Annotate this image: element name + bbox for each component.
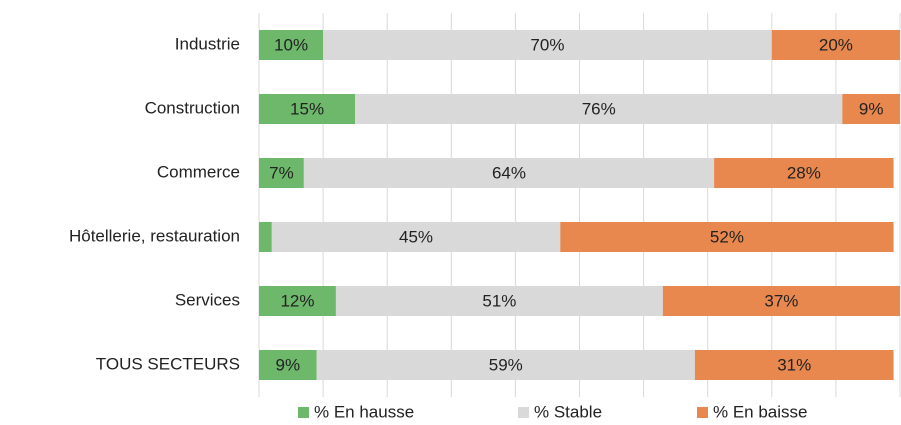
bar-segment [259, 286, 336, 316]
bar-segment [303, 158, 715, 188]
data-label: 9% [276, 355, 301, 374]
data-label: 10% [274, 35, 308, 54]
y-tick-label: Industrie [175, 34, 240, 53]
data-label: 9% [859, 99, 884, 118]
bar-segment [316, 350, 695, 380]
data-label: 37% [764, 291, 798, 310]
bar-segment [560, 222, 894, 252]
legend-label: % En hausse [314, 402, 414, 421]
legend-label: % En baisse [713, 402, 808, 421]
bar-segment [259, 30, 324, 60]
data-label: 12% [280, 291, 314, 310]
data-label: 28% [787, 163, 821, 182]
legend-swatch [518, 407, 529, 418]
legend-swatch [697, 407, 708, 418]
bar-segment [335, 286, 663, 316]
bar-segment [842, 94, 900, 124]
data-label: 70% [530, 35, 564, 54]
data-label: 52% [710, 227, 744, 246]
bar-segment [259, 222, 272, 252]
data-label: 51% [482, 291, 516, 310]
data-label: 20% [819, 35, 853, 54]
bar-segment [662, 286, 900, 316]
data-label: 76% [582, 99, 616, 118]
bar-segment [355, 94, 843, 124]
bar-segment [259, 350, 317, 380]
legend-label: % Stable [534, 402, 602, 421]
y-tick-label: Services [175, 290, 240, 309]
y-tick-label: TOUS SECTEURS [96, 354, 240, 373]
data-label: 31% [777, 355, 811, 374]
data-label: 64% [492, 163, 526, 182]
y-tick-label: Commerce [157, 162, 240, 181]
bar-segment [271, 222, 561, 252]
bar-segment [323, 30, 772, 60]
data-label: 7% [269, 163, 294, 182]
data-label: 15% [290, 99, 324, 118]
bar-segment [771, 30, 900, 60]
legend-swatch [298, 407, 309, 418]
bar-segment [259, 158, 304, 188]
bar-segment [259, 94, 356, 124]
y-tick-label: Hôtellerie, restauration [69, 226, 240, 245]
bar-segment [694, 350, 894, 380]
bar-segment [714, 158, 894, 188]
y-tick-label: Construction [145, 98, 240, 117]
data-label: 59% [489, 355, 523, 374]
data-label: 45% [399, 227, 433, 246]
